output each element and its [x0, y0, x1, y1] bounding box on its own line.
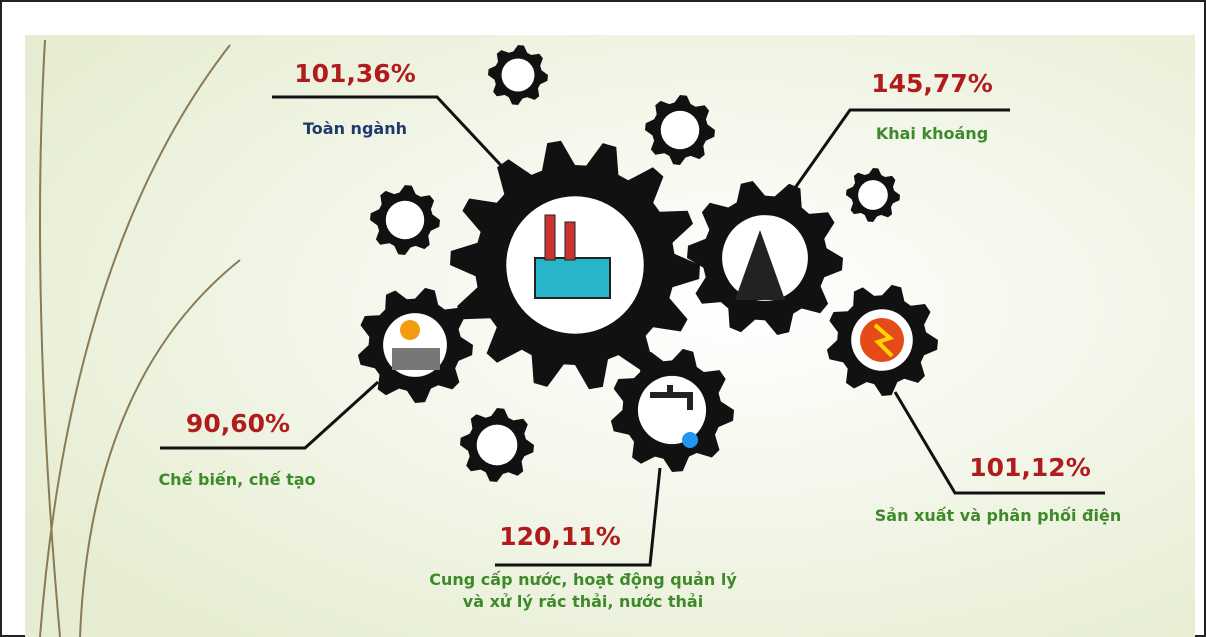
- line: [893, 391, 1105, 495]
- line: [788, 108, 1010, 196]
- bolt: [873, 323, 894, 358]
- label: Toàn ngành: [303, 119, 407, 138]
- label: Khai khoáng: [876, 124, 988, 143]
- label: và xử lý rác thải, nước thải: [463, 592, 703, 611]
- mine-icon: [735, 230, 785, 300]
- label: Chế biến, chế tạo: [158, 470, 315, 489]
- value: 90,60%: [186, 409, 290, 438]
- gear-hole: [660, 110, 700, 150]
- gear-hole: [476, 424, 518, 466]
- machine-part: [400, 320, 420, 340]
- icons: [392, 214, 904, 448]
- factory-icon: [534, 257, 611, 299]
- gear-hole: [501, 58, 535, 92]
- tap-icon: [650, 385, 693, 410]
- gear-hole: [858, 180, 888, 210]
- labels: 101,36% Toàn ngành 145,77% Khai khoáng 9…: [158, 59, 1121, 611]
- value: 145,77%: [871, 69, 993, 98]
- drop: [682, 432, 698, 448]
- value: 101,36%: [294, 59, 416, 88]
- value: 101,12%: [969, 453, 1091, 482]
- value: 120,11%: [499, 522, 621, 551]
- decor-strokes: [39, 39, 241, 637]
- line: [495, 467, 662, 567]
- line: [160, 380, 380, 450]
- machine-icon: [392, 348, 440, 370]
- chimney: [564, 221, 576, 261]
- gear-hole: [385, 200, 425, 240]
- label: Sản xuất và phân phối điện: [875, 506, 1121, 525]
- line: [272, 95, 512, 177]
- label: Cung cấp nước, hoạt động quản lý: [429, 570, 737, 589]
- chimney: [544, 214, 556, 261]
- connector-lines: [160, 95, 1105, 567]
